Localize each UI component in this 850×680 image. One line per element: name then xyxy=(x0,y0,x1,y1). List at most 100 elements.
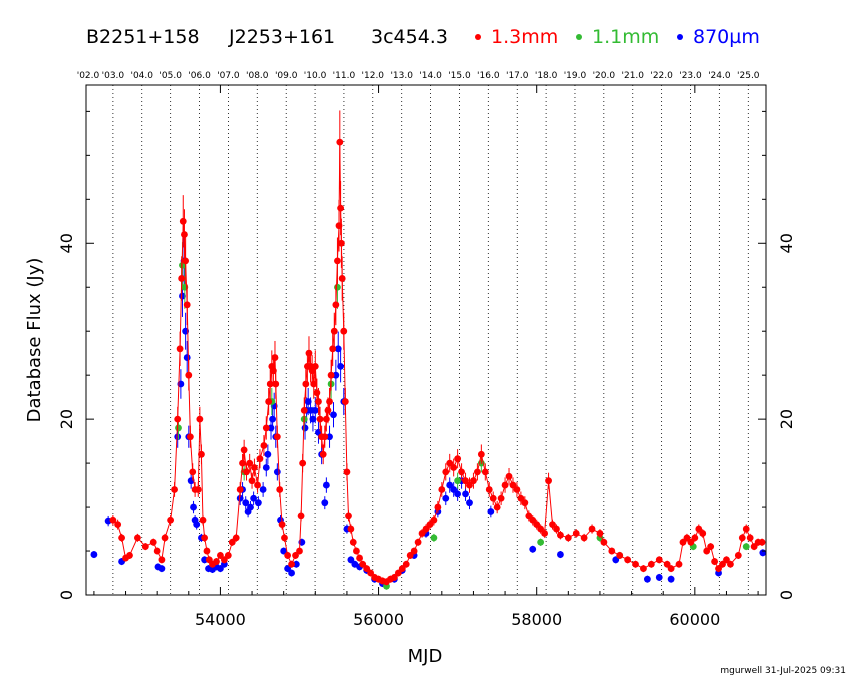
data-point xyxy=(505,472,513,480)
footer-credit: mgurwell 31-Jul-2025 09:31 xyxy=(720,666,846,676)
data-point xyxy=(269,415,277,423)
data-point xyxy=(343,468,351,476)
data-point xyxy=(390,574,398,581)
data-point xyxy=(178,275,186,282)
data-point xyxy=(310,380,318,388)
data-point xyxy=(356,554,363,562)
data-point xyxy=(273,433,281,441)
data-point xyxy=(203,547,211,555)
data-point xyxy=(276,486,284,493)
data-point xyxy=(194,486,202,493)
data-point xyxy=(596,530,604,537)
data-point xyxy=(687,538,695,546)
year-tick-label: '05.0 xyxy=(159,71,182,81)
data-point xyxy=(149,538,157,546)
data-point xyxy=(489,494,497,502)
data-point xyxy=(326,398,333,405)
data-point xyxy=(454,455,462,463)
data-point xyxy=(608,547,616,555)
data-point xyxy=(402,560,410,568)
data-point xyxy=(281,534,288,542)
data-point xyxy=(337,239,345,247)
data-point xyxy=(198,450,205,458)
data-point xyxy=(742,543,750,551)
source-name: B2251+158 xyxy=(86,26,200,48)
data-point xyxy=(414,538,422,546)
data-point xyxy=(262,464,270,471)
data-point xyxy=(260,442,268,449)
data-point xyxy=(246,459,254,467)
data-point xyxy=(345,512,352,520)
data-point xyxy=(533,521,541,529)
x-tick-label: 60000 xyxy=(669,610,720,629)
year-tick-label: '07.0 xyxy=(217,71,240,81)
data-point xyxy=(186,433,194,441)
data-point xyxy=(190,503,197,511)
data-point xyxy=(426,521,434,529)
data-point xyxy=(513,486,521,493)
data-point xyxy=(90,551,98,558)
series-1p3mm xyxy=(109,110,766,586)
data-point xyxy=(176,345,184,353)
data-point xyxy=(158,556,166,564)
data-point xyxy=(193,521,201,529)
data-point xyxy=(537,538,545,546)
year-tick-label: '16.0 xyxy=(477,71,500,81)
data-point xyxy=(691,534,699,542)
j2000-name: J2253+161 xyxy=(228,26,335,48)
y-tick-label-left: 20 xyxy=(57,409,76,429)
year-tick-label: '23.0 xyxy=(679,71,702,81)
year-tick-label: '15.0 xyxy=(448,71,471,81)
legend-marker-870um xyxy=(677,34,683,40)
data-point xyxy=(632,560,639,568)
data-point xyxy=(167,516,175,524)
year-tick-label: '24.0 xyxy=(708,71,731,81)
data-point xyxy=(545,477,552,485)
data-point xyxy=(477,450,485,458)
data-point xyxy=(521,499,529,507)
data-point xyxy=(217,552,224,559)
data-point xyxy=(315,398,322,405)
data-point xyxy=(501,481,509,489)
data-point xyxy=(304,398,312,405)
data-point xyxy=(493,503,501,511)
data-point xyxy=(580,534,588,542)
data-point xyxy=(334,283,341,291)
plot-frame xyxy=(85,84,767,596)
data-point xyxy=(305,349,313,357)
data-point xyxy=(727,560,734,568)
data-point xyxy=(313,389,321,397)
data-point xyxy=(330,327,338,335)
chart-header: B2251+158 J2253+161 3c454.3 1.3mm 1.1mm … xyxy=(86,26,760,48)
axes-layer: '02.0'03.0 '04.0 '05.0 '06.0 '07.0 '08.0 '09.0… xyxy=(57,71,796,629)
data-point xyxy=(454,477,462,485)
data-point xyxy=(232,534,240,542)
year-tick-label: '20.0 xyxy=(593,71,616,81)
data-point xyxy=(284,565,292,573)
data-point xyxy=(341,398,349,405)
data-point xyxy=(322,481,330,489)
data-point xyxy=(529,545,537,553)
data-point xyxy=(141,543,149,551)
year-grid xyxy=(112,85,749,595)
data-point xyxy=(707,543,715,551)
year-tick-label: '02.0 xyxy=(77,71,100,81)
year-tick-label: '11.0 xyxy=(333,71,356,81)
alias-name: 3c454.3 xyxy=(371,26,448,48)
data-point xyxy=(655,556,663,564)
data-point xyxy=(288,560,295,568)
data-point xyxy=(458,468,465,476)
data-point xyxy=(337,362,345,370)
data-point xyxy=(564,534,572,542)
year-tick-label: '06.0 xyxy=(188,71,211,81)
data-point xyxy=(109,516,117,524)
data-point xyxy=(133,534,141,542)
y-tick-label-right: 40 xyxy=(777,233,796,253)
data-point xyxy=(307,406,314,414)
data-point xyxy=(161,534,169,542)
legend-label-1p1mm: 1.1mm xyxy=(592,26,659,48)
data-point xyxy=(259,486,267,493)
data-point xyxy=(247,503,254,511)
data-point xyxy=(340,327,348,335)
year-tick-label: '17.0 xyxy=(506,71,529,81)
